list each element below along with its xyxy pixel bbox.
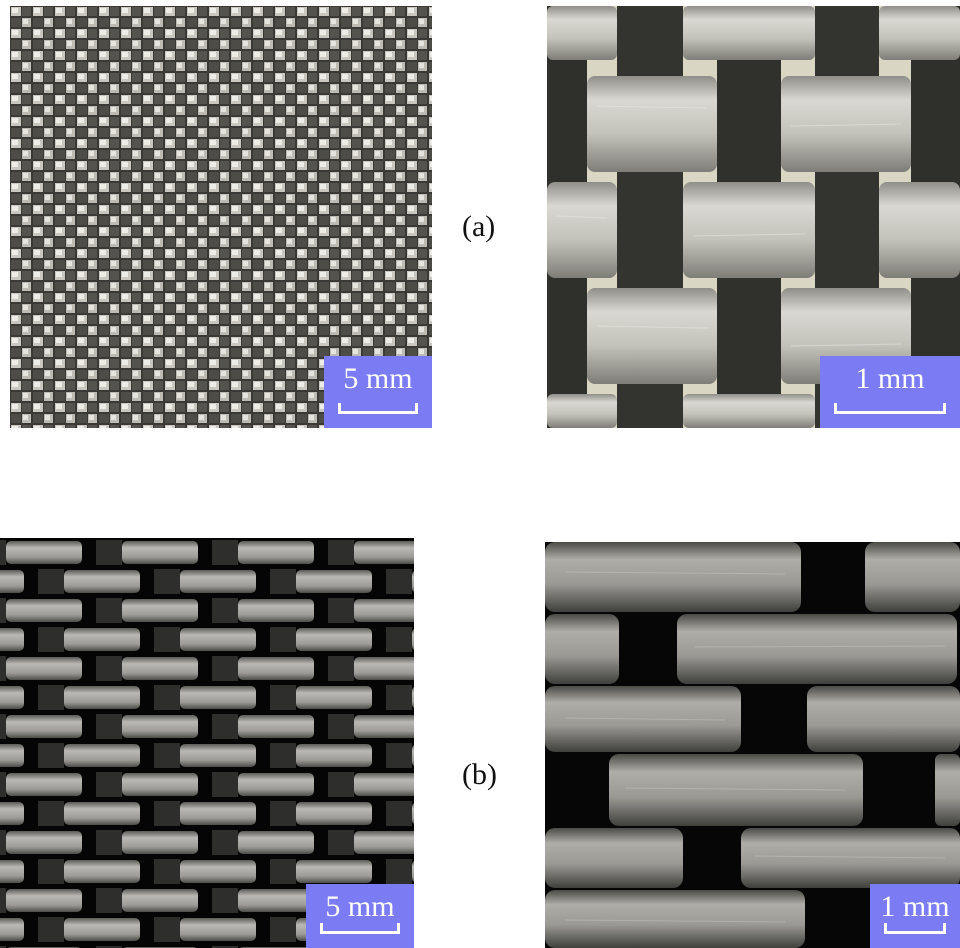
coarse-plain-weave-texture: [547, 6, 960, 428]
scale-bar-line: [834, 403, 946, 414]
scale-bar-label: 5 mm: [343, 362, 413, 395]
scale-bar-b-left: 5 mm: [306, 884, 414, 948]
panel-label-a: (a): [462, 210, 496, 243]
fabric-b-overview-image: 5 mm: [0, 538, 414, 948]
scale-bar-line: [320, 923, 400, 934]
fabric-a-overview-image: 5 mm: [10, 6, 432, 428]
scale-bar-b-right: 1 mm: [870, 884, 960, 948]
scale-bar-label: 1 mm: [855, 362, 925, 395]
panel-label-b: (b): [462, 758, 497, 791]
scale-bar-a-left: 5 mm: [324, 356, 432, 428]
scale-bar-line: [884, 923, 946, 934]
scale-bar-label: 5 mm: [325, 890, 395, 923]
scale-bar-a-right: 1 mm: [820, 356, 960, 428]
coarse-weave-texture: [0, 538, 414, 948]
fabric-a-closeup-image: 1 mm: [547, 6, 960, 428]
fabric-b-closeup-image: 1 mm: [545, 542, 960, 948]
scale-bar-line: [338, 403, 418, 414]
coarse-weave-closeup-texture: [545, 542, 960, 948]
scale-bar-label: 1 mm: [880, 890, 950, 923]
